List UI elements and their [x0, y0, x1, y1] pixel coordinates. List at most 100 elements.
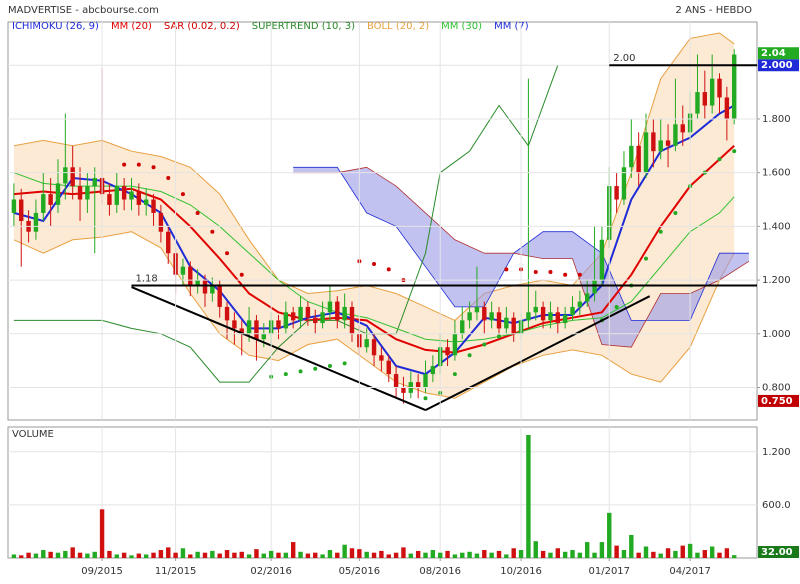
volume-bar — [621, 550, 627, 558]
sar-dot — [225, 251, 230, 256]
sar-dot — [195, 210, 200, 215]
candle-body — [482, 306, 487, 321]
sar-dot — [239, 272, 244, 277]
bollinger-fill — [13, 33, 735, 399]
candle-body — [11, 199, 17, 213]
volume-bar — [92, 551, 97, 558]
candle-body — [526, 312, 531, 321]
candle-body — [629, 145, 634, 168]
y-tick-label: 1.200 — [762, 275, 791, 286]
candle-body — [562, 314, 568, 324]
sar-dot — [658, 229, 663, 234]
sar-dot — [298, 369, 303, 374]
volume-bar — [599, 542, 605, 558]
volume-bar — [357, 549, 362, 558]
candle-body — [202, 280, 208, 294]
candle-body — [342, 306, 347, 321]
sar-dot — [180, 192, 185, 197]
x-tick-label: 08/2016 — [419, 566, 461, 577]
volume-bar — [452, 554, 458, 558]
candle-body — [732, 54, 737, 119]
candle-body — [393, 374, 399, 388]
candle-body — [386, 360, 391, 375]
chart-subtitle: 2 ANS - HEBDO — [676, 5, 753, 16]
volume-bar — [107, 550, 112, 558]
volume-bar — [335, 552, 340, 558]
sar-dot — [327, 364, 332, 369]
candle-body — [717, 78, 722, 98]
sar-dot — [151, 165, 156, 170]
x-tick-label: 10/2016 — [500, 566, 542, 577]
sar-dot — [533, 270, 538, 275]
candle-body — [129, 191, 134, 200]
volume-bar — [188, 554, 193, 558]
candle-body — [19, 199, 24, 221]
volume-bar — [401, 547, 406, 558]
volume-bar — [173, 552, 178, 558]
volume-bar — [673, 550, 678, 558]
volume-bar — [55, 552, 61, 558]
candle-body — [305, 306, 311, 318]
volume-bar — [533, 541, 538, 558]
candle-body — [283, 312, 289, 329]
volume-panel — [7, 426, 758, 559]
volume-bar — [33, 553, 39, 558]
candle-body — [445, 347, 450, 356]
volume-bar — [26, 552, 31, 558]
candle-body — [533, 306, 538, 313]
candle-body — [724, 97, 730, 119]
volume-bar — [423, 552, 428, 558]
sar-dot — [423, 396, 428, 401]
volume-bar — [268, 550, 274, 558]
candle-body — [114, 186, 119, 205]
candle-body — [166, 231, 171, 254]
volume-bar — [63, 550, 68, 558]
legend: ICHIMOKU (26, 9) MM (20) SAR (0.02, 0.2) SU… — [12, 21, 529, 32]
candle-body — [239, 328, 244, 334]
volume-bar — [379, 550, 384, 558]
candle-body — [254, 320, 259, 340]
candle-body — [585, 293, 590, 302]
candle-body — [63, 167, 68, 184]
volume-bar — [298, 551, 303, 558]
volume-bar — [327, 550, 333, 558]
volume-bar — [224, 550, 230, 558]
candle-body — [643, 132, 649, 173]
sar-dot — [452, 372, 457, 377]
candle-body — [504, 317, 509, 329]
sar-dot — [644, 256, 649, 261]
candle-body — [570, 306, 575, 315]
x-tick-label: 04/2017 — [669, 566, 711, 577]
price-tag — [758, 47, 799, 60]
volume-bar — [261, 553, 266, 558]
candle-body — [41, 194, 46, 213]
candle-body — [651, 132, 656, 152]
volume-bar — [217, 553, 222, 558]
y-tick-label: 1.200 — [762, 447, 791, 458]
volume-bar — [709, 546, 715, 558]
candle-body — [673, 124, 678, 146]
volume-bar — [504, 554, 509, 558]
volume-bar — [430, 550, 436, 558]
candle-body — [327, 301, 333, 313]
volume-bar — [151, 552, 156, 558]
price-panel — [7, 21, 758, 421]
x-tick-label: 01/2017 — [588, 566, 630, 577]
volume-bar — [121, 552, 127, 558]
volume-bar — [283, 552, 289, 558]
candle-body — [33, 212, 39, 232]
volume-bar — [467, 551, 472, 558]
candle-body — [210, 285, 215, 294]
trendline — [425, 295, 651, 411]
volume-bar — [77, 552, 83, 558]
volume-bar — [70, 547, 75, 558]
volume-bar — [489, 552, 494, 558]
volume-bar — [210, 550, 215, 558]
sar-dot — [210, 229, 215, 234]
sar-dot — [673, 210, 678, 215]
volume-bar — [180, 548, 186, 558]
candle-body — [658, 140, 663, 152]
volume-bar — [143, 554, 149, 558]
candle-body — [151, 199, 156, 213]
